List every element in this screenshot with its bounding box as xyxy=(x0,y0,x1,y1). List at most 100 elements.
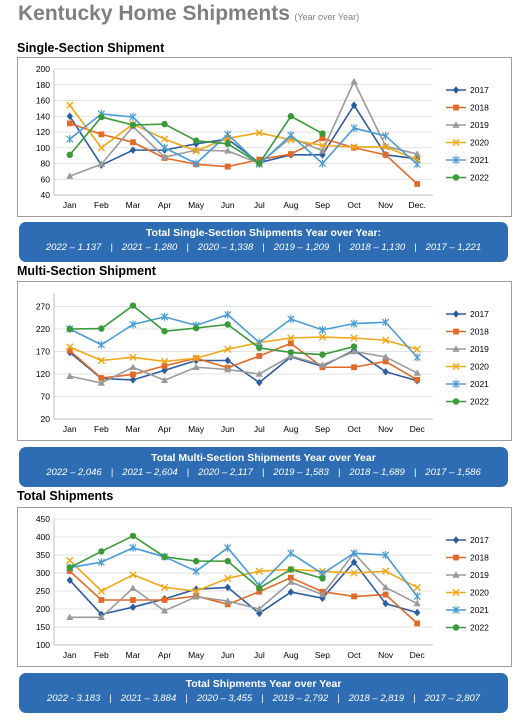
y-tick-label: 120 xyxy=(36,369,50,379)
totals-separator: | xyxy=(262,242,265,253)
x-tick-label: Aug xyxy=(283,650,298,660)
data-point xyxy=(66,172,74,179)
data-point xyxy=(382,599,389,608)
data-point xyxy=(129,363,137,370)
x-tick-label: Oct xyxy=(347,424,361,434)
totals-item: 2021 – 1,280 xyxy=(121,242,178,253)
data-point xyxy=(319,575,326,582)
data-point xyxy=(413,369,421,376)
y-tick-label: 180 xyxy=(36,80,50,90)
data-point xyxy=(414,608,421,617)
legend-marker xyxy=(452,398,460,405)
y-tick-label: 270 xyxy=(36,302,50,312)
series-line xyxy=(69,80,418,177)
data-point xyxy=(224,321,231,328)
data-point xyxy=(382,583,390,591)
data-point xyxy=(129,571,137,579)
y-tick-label: 450 xyxy=(36,514,50,524)
x-tick-label: Jun xyxy=(221,424,235,434)
data-point xyxy=(97,356,106,365)
legend-entry: 2020 xyxy=(446,362,489,372)
series-2022 xyxy=(66,113,326,167)
data-point xyxy=(256,160,263,167)
data-point xyxy=(97,587,106,595)
legend-label: 2022 xyxy=(470,173,489,183)
data-point xyxy=(192,557,200,565)
legend-marker xyxy=(452,310,460,318)
series-2019 xyxy=(66,549,421,620)
data-point xyxy=(382,367,389,376)
x-tick-label: Jan xyxy=(63,650,77,660)
series-2017 xyxy=(66,346,421,387)
data-point xyxy=(192,567,200,576)
data-point xyxy=(98,113,105,121)
data-point xyxy=(382,131,390,140)
legend-marker xyxy=(452,571,460,578)
single-section-chart-svg: 40 60 80 100 120 140 160 180 200 Jan Feb Mar Apr May J… xyxy=(36,64,489,210)
data-point xyxy=(66,120,73,127)
data-point xyxy=(192,585,200,593)
data-point xyxy=(287,315,295,324)
totals-separator: | xyxy=(414,242,417,253)
legend-entry: 2022 xyxy=(446,173,489,183)
legend-entry: 2022 xyxy=(446,397,489,407)
totals-item: 2019 – 1,583 xyxy=(273,467,329,478)
data-point xyxy=(224,147,232,154)
legend-marker xyxy=(452,606,460,614)
y-tick-label: 200 xyxy=(36,604,50,614)
data-point xyxy=(287,131,295,140)
data-point xyxy=(319,135,326,142)
data-point xyxy=(160,376,169,383)
data-point xyxy=(161,597,168,603)
legend-marker xyxy=(453,104,459,111)
x-tick-label: Sep xyxy=(315,424,330,434)
totals-item: 2020 – 2,117 xyxy=(198,467,253,478)
multi-section-title: Multi-Section Shipment xyxy=(17,264,156,278)
data-point xyxy=(97,613,105,620)
y-tick-label: 400 xyxy=(36,532,50,542)
legend-label: 2021 xyxy=(470,155,489,165)
legend-label: 2020 xyxy=(470,138,489,148)
data-point xyxy=(66,556,74,565)
x-tick-label: May xyxy=(188,650,205,660)
data-point xyxy=(287,151,294,157)
legend-marker xyxy=(452,174,460,181)
x-tick-label: Jan xyxy=(63,200,77,210)
data-point xyxy=(129,121,137,129)
y-tick-label: 40 xyxy=(41,190,51,200)
y-tick-label: 170 xyxy=(36,347,50,357)
totals-item: 2021 – 3,884 xyxy=(120,693,177,704)
data-point xyxy=(414,376,421,383)
data-point xyxy=(98,131,105,138)
series-line xyxy=(69,104,418,161)
legend-entry: 2021 xyxy=(446,379,489,389)
data-point xyxy=(350,319,358,328)
y-tick-label: 350 xyxy=(36,550,50,560)
data-point xyxy=(381,336,390,344)
legend-label: 2017 xyxy=(470,535,489,545)
total-shipments-totals-title: Total Shipments Year over Year xyxy=(185,678,342,690)
data-point xyxy=(318,141,327,150)
legend-marker xyxy=(452,362,460,371)
x-tick-label: Jun xyxy=(221,650,235,660)
legend-marker xyxy=(452,380,460,388)
data-point xyxy=(350,343,358,350)
totals-item: 2019 – 2,792 xyxy=(272,693,329,704)
series-line xyxy=(69,342,418,381)
x-tick-label: Dec xyxy=(410,424,426,434)
data-point xyxy=(66,151,73,159)
legend-label: 2017 xyxy=(470,309,489,319)
total-shipments-title: Total Shipments xyxy=(17,489,114,503)
series-2019 xyxy=(66,347,421,386)
data-point xyxy=(66,325,73,333)
data-point xyxy=(129,302,137,309)
x-tick-label: Apr xyxy=(158,200,171,210)
data-point xyxy=(350,549,358,558)
data-point xyxy=(160,607,169,614)
series-line xyxy=(69,570,418,624)
data-point xyxy=(287,574,294,581)
x-tick-label: May xyxy=(188,424,205,434)
series-2022 xyxy=(66,532,326,592)
series-2020 xyxy=(66,556,421,595)
data-point xyxy=(129,376,137,384)
